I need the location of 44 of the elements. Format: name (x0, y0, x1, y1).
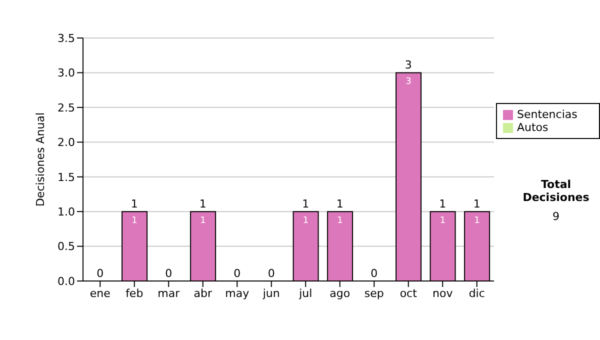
x-tick-label: may (225, 286, 250, 300)
total-label: 1 (473, 198, 480, 211)
x-tick-label: ago (330, 286, 350, 300)
total-label: 3 (404, 58, 412, 72)
y-tick-label: 0.5 (58, 240, 75, 254)
data-label: 3 (406, 77, 412, 88)
text: Total Decisiones (522, 178, 590, 204)
total-label: 0 (96, 267, 104, 280)
x-tick-label: ene (90, 286, 111, 300)
y-axis-title: Decisiones Anual (34, 112, 47, 207)
y-tick-label: 1.0 (58, 205, 75, 218)
y-tick-label: 0.0 (58, 274, 75, 288)
x-tick-label: abr (194, 286, 212, 300)
x-tick-label: mar (158, 286, 180, 300)
y-tick-label: 2.0 (58, 136, 75, 150)
y-tick-label: 3.5 (58, 32, 75, 45)
y-tick-label: 3.0 (58, 66, 75, 80)
total-label: 1 (199, 198, 206, 211)
x-tick-label: dic (468, 286, 485, 300)
legend-label: Autos (517, 121, 548, 134)
total-label: 1 (439, 198, 446, 211)
x-tick-label: jun (262, 286, 280, 300)
data-label: 1 (302, 216, 309, 226)
total-label: 0 (165, 267, 172, 280)
data-label: 1 (337, 216, 343, 226)
total-label: 0 (268, 267, 275, 280)
x-tick-label: feb (126, 286, 144, 300)
data-label: 1 (200, 216, 206, 226)
data-label: 1 (132, 216, 138, 226)
data-label: 1 (474, 216, 480, 226)
y-tick-label: 1.5 (58, 170, 75, 184)
text: 9 (552, 210, 560, 223)
data-label: 1 (440, 216, 446, 226)
x-tick-label: nov (432, 286, 454, 300)
total-label: 0 (370, 267, 378, 280)
total-label: 1 (302, 198, 310, 211)
x-tick-label: jul (298, 286, 312, 300)
total-label: 0 (234, 267, 241, 280)
total-label: 1 (130, 198, 138, 211)
x-tick-label: oct (400, 286, 418, 300)
y-tick-label: 2.5 (58, 101, 75, 114)
total-label: 1 (336, 198, 344, 211)
x-tick-label: sep (364, 286, 384, 300)
legend-label: Sentencias (517, 108, 578, 121)
